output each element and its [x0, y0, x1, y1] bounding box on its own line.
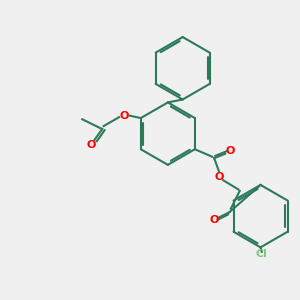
Text: O: O — [120, 111, 129, 121]
Text: O: O — [215, 172, 224, 182]
Text: O: O — [86, 140, 96, 150]
Text: O: O — [226, 146, 235, 156]
Text: O: O — [209, 215, 219, 225]
Text: Cl: Cl — [256, 249, 268, 259]
